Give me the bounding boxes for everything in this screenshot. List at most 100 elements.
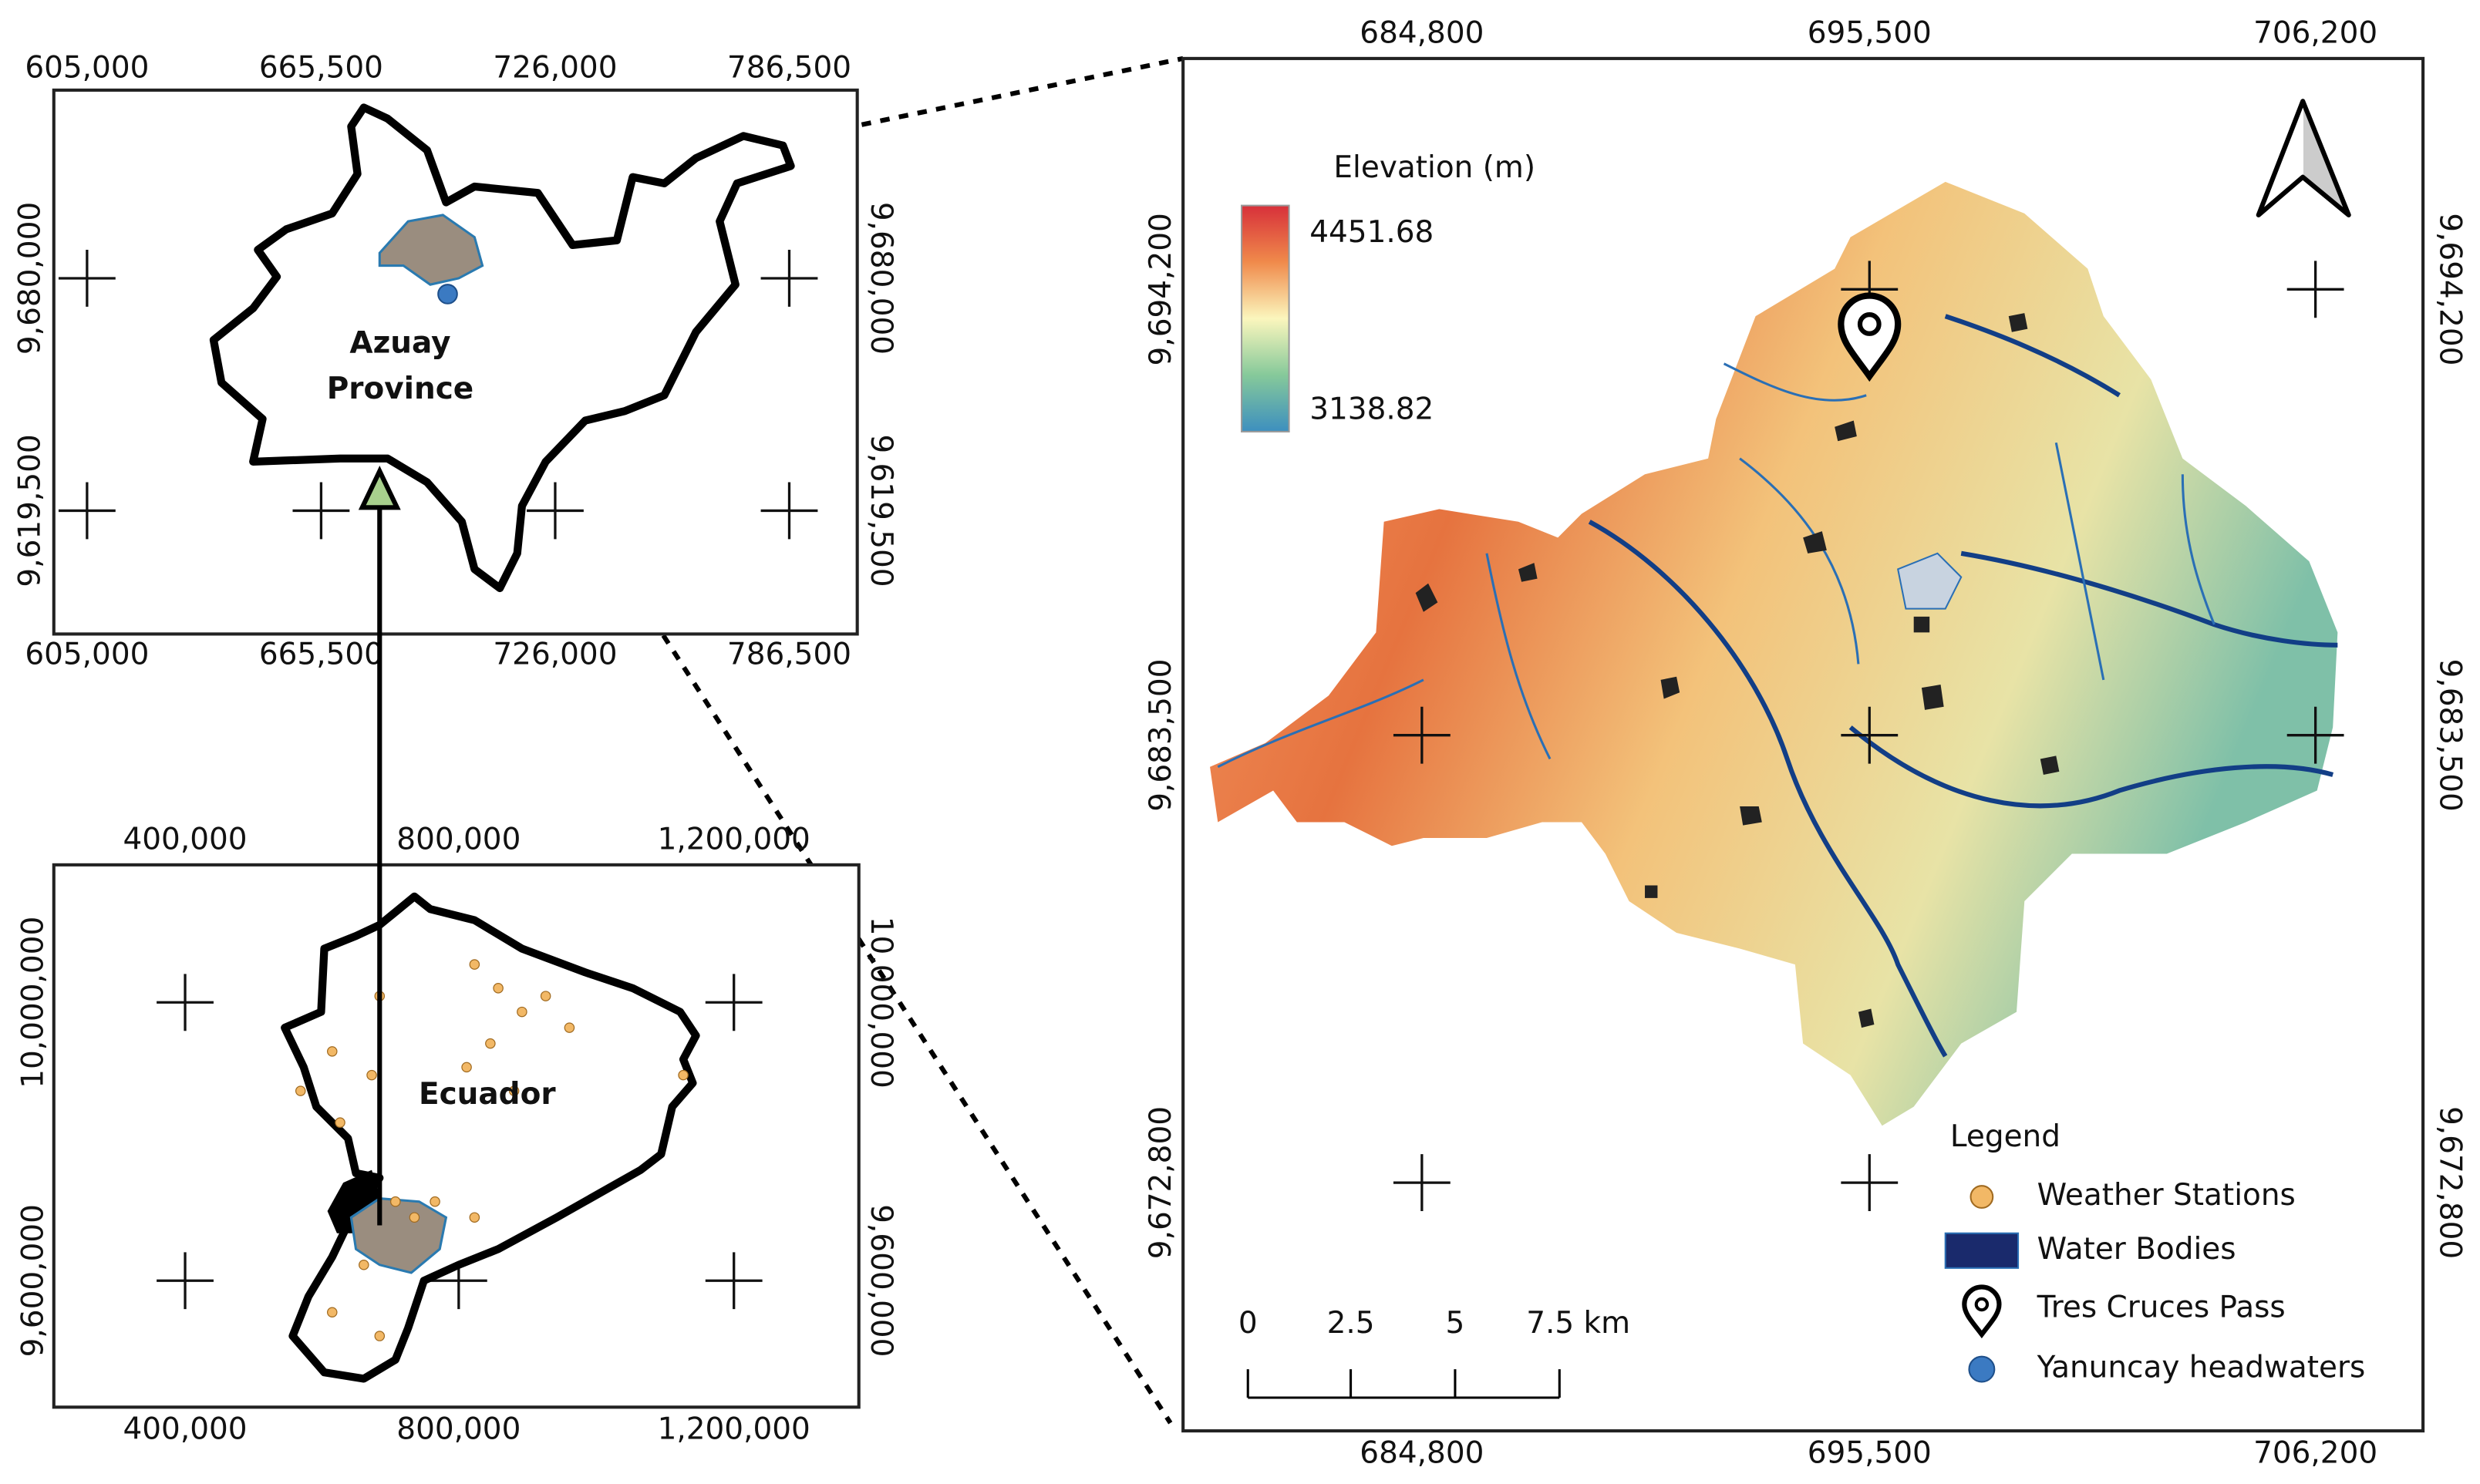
map-feature xyxy=(390,1196,401,1207)
map-feature xyxy=(1838,292,1902,382)
headwaters-point xyxy=(437,284,458,305)
map-feature xyxy=(1485,553,1552,760)
y-tick-label: 9,600,000 xyxy=(864,1204,898,1357)
y-tick-label: 10,000,000 xyxy=(864,917,898,1089)
map-feature xyxy=(517,1006,527,1018)
x-tick-label: 800,000 xyxy=(396,1412,521,1447)
ramp-min-label: 3138.82 xyxy=(1309,392,1434,427)
scale-line xyxy=(1246,1369,1561,1399)
map-feature xyxy=(1974,1297,1990,1312)
scale-label: 2.5 xyxy=(1327,1306,1375,1341)
y-tick-label: 9,683,500 xyxy=(1144,659,1178,812)
elevation-legend: Elevation (m) 4451.68 3138.82 xyxy=(1241,150,1535,432)
map-feature xyxy=(1393,261,2344,1212)
legend-label: Water Bodies xyxy=(2037,1232,2236,1267)
x-tick-label: 665,500 xyxy=(259,638,383,672)
map-feature xyxy=(326,1307,338,1318)
x-tick-label: 400,000 xyxy=(123,823,247,857)
water-bodies xyxy=(1415,313,2060,1028)
map-feature xyxy=(359,1259,369,1270)
map-feature xyxy=(295,1085,306,1096)
x-tick-label: 400,000 xyxy=(123,1412,247,1447)
x-tick-label: 684,800 xyxy=(1360,1435,1484,1470)
map-feature xyxy=(1960,550,2338,648)
y-tick-label: 10,000,000 xyxy=(16,917,51,1089)
map-feature xyxy=(1913,616,1930,633)
x-tick-label: 605,000 xyxy=(25,638,149,672)
x-tick-label: 695,500 xyxy=(1808,1435,1932,1470)
scale-label: 0 xyxy=(1238,1306,1258,1341)
reservoir xyxy=(1897,552,1963,610)
map-feature xyxy=(2040,755,2060,775)
map-feature xyxy=(1723,362,1867,402)
y-tick-label: 9,672,800 xyxy=(1144,1106,1178,1259)
grid-crosses xyxy=(1393,261,2344,1212)
map-feature xyxy=(1217,678,1424,769)
province-label: Province xyxy=(327,372,474,406)
x-tick-label: 706,200 xyxy=(2253,16,2377,51)
y-tick-label: 9,680,000 xyxy=(13,202,48,355)
legend-label: Yanuncay headwaters xyxy=(2037,1351,2366,1385)
color-ramp xyxy=(1241,204,1290,432)
scale-bar: 0 2.5 5 7.5 km xyxy=(1238,1306,1630,1399)
map-feature xyxy=(1518,563,1538,582)
map-feature xyxy=(493,983,504,994)
map-feature xyxy=(1588,520,1948,1058)
legend-title: Elevation (m) xyxy=(1333,150,1535,185)
map-feature xyxy=(508,1085,520,1096)
y-tick-label: 9,694,200 xyxy=(1144,213,1178,365)
x-tick-label: 665,500 xyxy=(259,51,383,86)
y-tick-label: 9,600,000 xyxy=(16,1204,51,1357)
x-tick-label: 726,000 xyxy=(493,638,617,672)
legend-title: Legend xyxy=(1950,1119,2060,1154)
legend-label: Tres Cruces Pass xyxy=(2037,1291,2286,1325)
ramp-max-label: 4451.68 xyxy=(1309,215,1434,250)
map-feature xyxy=(335,1117,345,1128)
legend-symbol xyxy=(1970,1185,1994,1209)
map-feature xyxy=(485,1038,496,1049)
map-feature xyxy=(1645,885,1658,898)
map-feature xyxy=(366,1069,377,1081)
x-tick-label: 706,200 xyxy=(2253,1435,2377,1470)
map-feature xyxy=(430,1196,440,1207)
x-tick-label: 1,200,000 xyxy=(658,823,810,857)
map-feature xyxy=(409,1212,420,1223)
y-tick-label: 9,619,500 xyxy=(13,434,48,587)
map-feature xyxy=(1857,312,1882,336)
y-tick-label: 9,683,500 xyxy=(2432,659,2467,812)
map-feature xyxy=(469,1212,480,1223)
province-outline xyxy=(209,103,795,593)
map-feature xyxy=(1835,420,1857,442)
map-feature xyxy=(1848,725,2334,809)
x-tick-label: 800,000 xyxy=(396,823,521,857)
x-tick-label: 786,500 xyxy=(727,638,851,672)
map-feature xyxy=(1660,676,1680,699)
y-tick-label: 9,619,500 xyxy=(864,434,898,587)
map-feature xyxy=(1858,1008,1875,1028)
legend-symbol xyxy=(1944,1232,2020,1269)
map-feature xyxy=(469,959,480,970)
location-marker xyxy=(358,466,401,510)
scale-label: 7.5 km xyxy=(1526,1306,1630,1341)
province-label: Azuay xyxy=(349,326,450,361)
x-tick-label: 605,000 xyxy=(25,51,149,86)
x-tick-label: 726,000 xyxy=(493,51,617,86)
map-feature xyxy=(1740,806,1762,826)
x-tick-label: 1,200,000 xyxy=(658,1412,810,1447)
y-tick-label: 9,680,000 xyxy=(864,202,898,355)
map-feature xyxy=(2054,442,2105,681)
zoom-line xyxy=(445,299,1173,1425)
map-feature xyxy=(2256,99,2351,218)
elevation-raster xyxy=(1210,181,2338,1126)
x-tick-label: 786,500 xyxy=(727,51,851,86)
tres-cruces-pin xyxy=(1838,292,1902,382)
map-feature xyxy=(1803,531,1827,554)
map-feature xyxy=(461,1062,472,1073)
legend-symbol xyxy=(1968,1355,1996,1383)
weather-stations xyxy=(295,959,689,1341)
legend-label: Weather Stations xyxy=(2037,1178,2296,1213)
country-label: Ecuador xyxy=(419,1077,556,1112)
